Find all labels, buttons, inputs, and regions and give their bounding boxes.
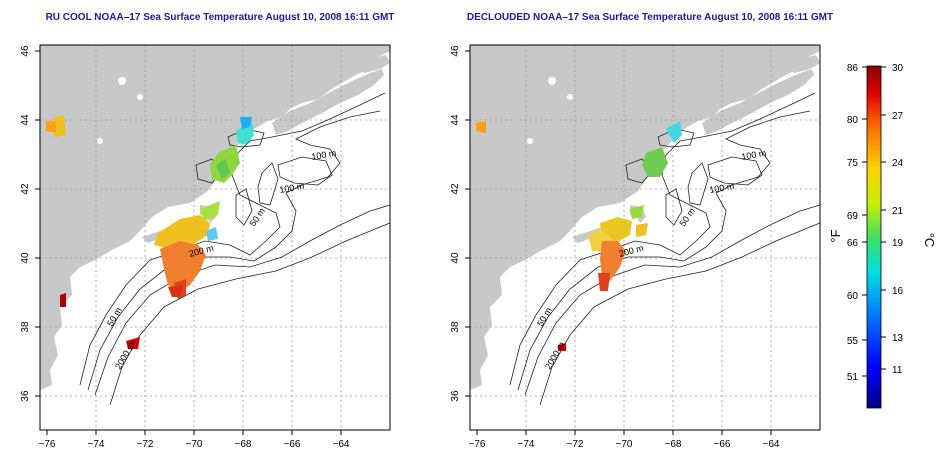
fahrenheit-tick: 80 — [847, 115, 859, 126]
celsius-tick: 16 — [892, 286, 904, 297]
sst-overlay — [46, 115, 254, 349]
celsius-tick: 27 — [892, 111, 904, 122]
y-tick-label: 38 — [20, 321, 31, 333]
fahrenheit-tick: 69 — [847, 211, 859, 222]
celsius-unit-label: °C — [922, 233, 937, 248]
fahrenheit-scale: 86 80 75 69 66 60 55 51 — [847, 63, 867, 383]
contour-label: 100 m — [741, 148, 767, 162]
celsius-scale: 30 27 24 21 19 16 13 11 — [881, 63, 904, 376]
fahrenheit-tick: 51 — [847, 372, 859, 383]
x-tick-label: −64 — [763, 439, 780, 450]
y-tick-label: 36 — [20, 390, 31, 402]
fahrenheit-tick: 75 — [847, 158, 859, 169]
y-axis: 36 38 40 42 44 46 — [450, 45, 470, 402]
temperature-colorbar: 86 80 75 69 66 60 55 51 30 27 24 21 19 1… — [828, 63, 937, 409]
y-tick-label: 46 — [20, 45, 31, 57]
x-tick-label: −68 — [235, 439, 252, 450]
fahrenheit-unit-label: °F — [828, 229, 843, 242]
contour-label: 100 m — [709, 181, 735, 195]
y-tick-label: 38 — [450, 321, 461, 333]
y-tick-label: 36 — [450, 390, 461, 402]
y-tick-label: 44 — [20, 114, 31, 126]
celsius-tick: 24 — [892, 158, 904, 169]
right-map-title: DECLOUDED NOAA–17 Sea Surface Temperatur… — [466, 12, 834, 23]
contour-label: 100 m — [311, 148, 337, 162]
fahrenheit-tick: 55 — [847, 336, 859, 347]
y-tick-label: 46 — [450, 45, 461, 57]
sst-overlay — [476, 121, 682, 351]
x-tick-label: −72 — [567, 439, 584, 450]
fahrenheit-tick: 86 — [847, 63, 859, 74]
y-tick-label: 40 — [20, 252, 31, 264]
map-frame — [469, 44, 821, 431]
x-axis: −76 −74 −72 −70 −68 −66 −64 — [39, 430, 350, 450]
colorbar-gradient — [866, 65, 882, 409]
celsius-tick: 21 — [892, 206, 904, 217]
x-tick-label: −74 — [518, 439, 535, 450]
x-tick-label: −70 — [616, 439, 633, 450]
y-tick-label: 44 — [450, 114, 461, 126]
celsius-tick: 19 — [892, 238, 904, 249]
y-axis: 36 38 40 42 44 46 — [20, 45, 40, 402]
x-tick-label: −66 — [714, 439, 731, 450]
x-tick-label: −72 — [137, 439, 154, 450]
contour-label: 100 m — [279, 181, 305, 195]
celsius-tick: 11 — [892, 365, 903, 376]
left-map-title: RU COOL NOAA–17 Sea Surface Temperature … — [45, 12, 395, 23]
celsius-tick: 30 — [892, 63, 904, 74]
celsius-tick: 13 — [892, 333, 904, 344]
y-tick-label: 42 — [20, 183, 31, 195]
x-tick-label: −64 — [333, 439, 350, 450]
map-frame — [39, 44, 391, 431]
fahrenheit-tick: 60 — [847, 291, 859, 302]
x-tick-label: −76 — [39, 439, 56, 450]
right-map-panel: 100 m 100 m 50 m 200 m 50 m 2000 m −76 −… — [450, 44, 821, 450]
x-tick-label: −74 — [88, 439, 105, 450]
x-tick-label: −68 — [665, 439, 682, 450]
y-tick-label: 42 — [450, 183, 461, 195]
x-tick-label: −66 — [284, 439, 301, 450]
x-axis: −76 −74 −72 −70 −68 −66 −64 — [469, 430, 780, 450]
left-map-panel: 100 m 100 m 50 m 200 m 50 m 2000 m −76 −… — [20, 44, 391, 450]
y-tick-label: 40 — [450, 252, 461, 264]
x-tick-label: −76 — [469, 439, 486, 450]
fahrenheit-tick: 66 — [847, 238, 859, 249]
x-tick-label: −70 — [186, 439, 203, 450]
